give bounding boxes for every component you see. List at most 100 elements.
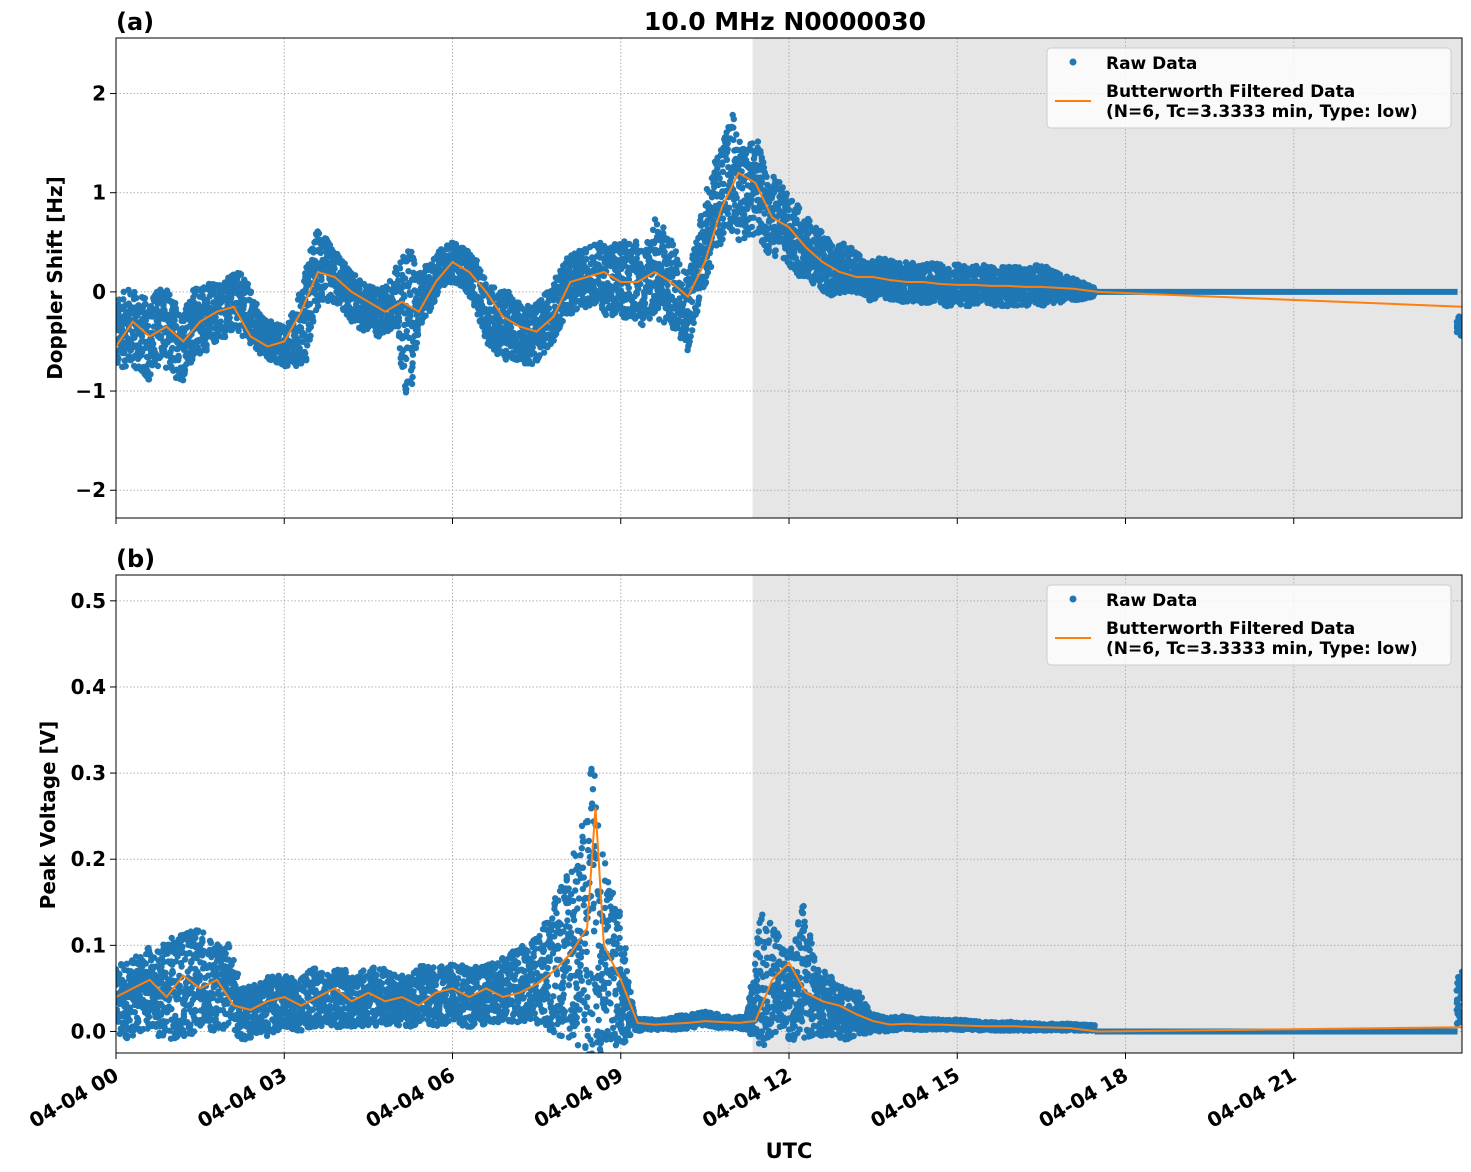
raw-data-point <box>247 288 255 295</box>
raw-data-point <box>724 146 731 153</box>
raw-data-point <box>162 364 170 371</box>
raw-data-point <box>741 211 748 218</box>
raw-data-point <box>395 318 403 325</box>
raw-data-point <box>122 363 129 370</box>
raw-data-point <box>736 138 743 145</box>
raw-data-point <box>306 300 314 308</box>
raw-data-point <box>818 228 825 236</box>
raw-data-point <box>687 333 694 340</box>
raw-data-point <box>378 313 385 320</box>
raw-data-point <box>179 377 187 384</box>
raw-data-point <box>150 340 157 348</box>
raw-data-point <box>734 228 741 235</box>
panel-a-label: (a) <box>116 8 154 36</box>
panel-a-y-axis-label: Doppler Shift [Hz] <box>43 176 67 380</box>
raw-data-point <box>116 355 122 362</box>
raw-data-point <box>409 373 416 381</box>
raw-data-point <box>602 311 610 319</box>
x-axis-label: UTC <box>766 1139 813 1163</box>
raw-data-point <box>405 334 413 342</box>
raw-data-point <box>157 333 165 340</box>
raw-data-point <box>409 360 416 367</box>
raw-data-point <box>748 196 755 203</box>
raw-data-point <box>189 356 196 363</box>
raw-data-point <box>401 293 408 300</box>
raw-data-point <box>783 190 790 197</box>
raw-data-point <box>482 281 489 288</box>
raw-data-point <box>411 260 418 267</box>
raw-data-point <box>318 276 325 284</box>
raw-data-point <box>403 386 410 393</box>
raw-data-point <box>396 265 404 272</box>
raw-data-point <box>733 131 740 138</box>
raw-data-point <box>401 310 408 317</box>
raw-data-point <box>660 224 667 231</box>
raw-data-point <box>172 299 179 307</box>
raw-data-point <box>748 223 756 231</box>
raw-data-point <box>297 324 304 331</box>
raw-data-point <box>641 300 649 307</box>
raw-data-point <box>409 351 417 358</box>
raw-data-point <box>716 175 723 182</box>
raw-data-point <box>679 301 687 309</box>
raw-data-point <box>510 329 518 337</box>
raw-data-point <box>296 345 303 352</box>
raw-data-point <box>540 349 548 356</box>
raw-data-point <box>763 173 770 180</box>
raw-data-point <box>152 350 159 357</box>
raw-data-point <box>690 319 697 327</box>
raw-data-point <box>235 327 242 334</box>
raw-data-point <box>217 318 224 325</box>
raw-data-point <box>498 318 505 325</box>
raw-data-point <box>226 314 233 321</box>
raw-data-point <box>469 283 477 290</box>
figure-title: 10.0 MHz N0000030 <box>644 7 926 36</box>
raw-data-point <box>131 288 138 296</box>
raw-data-point <box>785 206 793 214</box>
raw-data-point <box>545 305 553 312</box>
raw-data-point <box>664 281 671 289</box>
raw-data-point <box>583 255 590 263</box>
raw-data-point <box>153 307 160 314</box>
raw-data-point <box>403 355 410 363</box>
raw-data-point <box>203 342 210 350</box>
raw-data-point <box>212 314 219 321</box>
raw-data-point <box>413 339 421 347</box>
raw-data-point <box>407 313 414 320</box>
raw-data-point <box>299 338 306 345</box>
raw-data-point <box>203 347 210 354</box>
raw-data-point <box>401 275 409 282</box>
raw-data-point <box>412 344 420 352</box>
raw-data-point <box>298 360 305 367</box>
raw-data-point <box>304 342 311 349</box>
raw-data-point <box>639 321 646 329</box>
raw-data-point <box>695 294 703 301</box>
raw-data-point <box>739 184 746 191</box>
raw-data-point <box>730 124 737 131</box>
raw-data-point <box>754 138 762 145</box>
raw-data-point <box>167 336 174 343</box>
raw-data-point <box>303 357 310 364</box>
raw-data-point <box>653 221 661 228</box>
raw-data-point <box>473 257 480 264</box>
raw-data-point <box>237 271 245 278</box>
raw-data-point <box>341 260 348 267</box>
raw-data-point <box>314 302 322 310</box>
raw-data-point <box>719 236 726 243</box>
raw-data-point <box>694 308 701 315</box>
raw-data-point <box>172 307 179 314</box>
raw-data-point <box>507 324 515 331</box>
raw-data-point <box>550 337 557 344</box>
raw-data-point <box>528 360 536 368</box>
raw-data-point <box>142 300 149 308</box>
raw-data-point <box>133 294 140 302</box>
raw-data-point <box>199 326 206 334</box>
raw-data-point <box>772 247 779 254</box>
raw-data-point <box>633 241 640 249</box>
raw-data-point <box>633 255 640 262</box>
raw-data-point <box>427 304 435 311</box>
raw-data-point <box>405 268 412 275</box>
raw-data-point <box>772 252 779 260</box>
